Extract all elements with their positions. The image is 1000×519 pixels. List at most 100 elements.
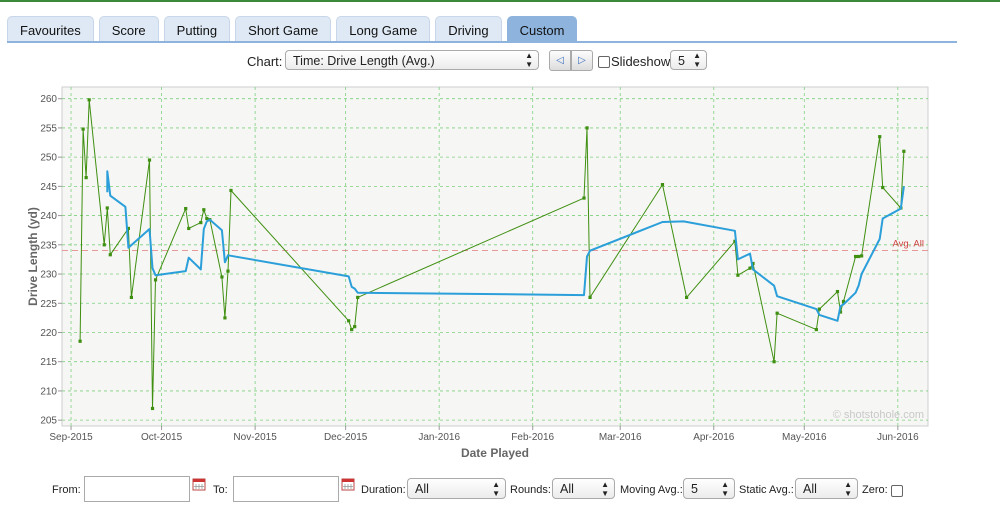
- select-arrows-icon: ▲ ▼: [693, 51, 701, 69]
- from-label: From:: [52, 484, 81, 496]
- moving-avg-select[interactable]: 5 ▲ ▼: [683, 478, 735, 499]
- to-date-input[interactable]: [233, 476, 339, 502]
- round-point: [814, 327, 818, 332]
- x-tick-label: Feb-2016: [511, 432, 554, 443]
- static-avg-select[interactable]: All ▲ ▼: [795, 478, 858, 499]
- round-point: [202, 208, 206, 212]
- round-point: [835, 289, 840, 294]
- moving-avg-value: 5: [691, 482, 698, 496]
- round-point: [129, 295, 134, 300]
- slideshow-label: Slideshow: [611, 54, 671, 69]
- round-point: [856, 254, 861, 259]
- round-point: [685, 295, 689, 300]
- round-point: [199, 221, 203, 225]
- x-tick-label: Oct-2015: [141, 432, 183, 443]
- round-point: [853, 254, 858, 259]
- moving-average-line: [106, 170, 905, 322]
- round-point: [78, 339, 82, 343]
- rounds-label: Rounds:: [510, 484, 551, 496]
- x-tick-label: Sep-2015: [49, 432, 93, 443]
- round-point: [223, 316, 227, 320]
- triangle-right-icon: ▷: [578, 55, 586, 66]
- y-tick-label: 210: [40, 386, 57, 397]
- round-point: [126, 226, 130, 231]
- average-line-label: Avg. All: [892, 239, 924, 250]
- next-chart-button[interactable]: ▷: [571, 50, 593, 71]
- round-point: [733, 239, 737, 243]
- round-point: [184, 206, 188, 211]
- x-tick-label: Nov-2015: [233, 432, 277, 443]
- round-point: [838, 310, 843, 314]
- y-axis-title: Drive Length (yd): [26, 207, 40, 306]
- round-point: [205, 216, 209, 221]
- tab-short-game[interactable]: Short Game: [235, 16, 332, 42]
- previous-chart-button[interactable]: ◁: [549, 50, 571, 71]
- x-tick-label: Jun-2016: [877, 432, 919, 443]
- round-point: [751, 261, 755, 266]
- tab-favourites[interactable]: Favourites: [7, 16, 94, 42]
- slideshow-interval-value: 5: [678, 54, 685, 68]
- round-point: [187, 226, 191, 231]
- drive-length-chart: 205 210 215 220 225 230 235 240 245 250 255 260 Sep-…: [26, 86, 929, 460]
- round-point: [775, 311, 779, 315]
- calendar-icon[interactable]: [192, 477, 206, 491]
- round-point: [817, 307, 821, 311]
- tab-underline: [7, 41, 957, 43]
- round-point: [226, 269, 230, 273]
- calendar-icon[interactable]: [341, 477, 355, 491]
- round-point: [105, 206, 109, 210]
- tab-custom[interactable]: Custom: [506, 16, 578, 42]
- y-tick-label: 215: [40, 357, 57, 368]
- tab-driving[interactable]: Driving: [435, 16, 502, 42]
- round-point: [353, 325, 357, 329]
- duration-select[interactable]: All ▲ ▼: [407, 478, 506, 499]
- y-tick-label: 250: [40, 153, 57, 164]
- rounds-value: All: [560, 482, 574, 496]
- round-point: [350, 327, 354, 332]
- tab-score[interactable]: Score: [98, 16, 159, 42]
- rounds-select[interactable]: All ▲ ▼: [552, 478, 615, 499]
- top-rule: [0, 0, 1000, 2]
- from-date-input[interactable]: [84, 476, 190, 502]
- x-tick-label: Mar-2016: [599, 432, 642, 443]
- slideshow-interval-select[interactable]: 5 ▲ ▼: [670, 50, 707, 70]
- plot-area: [61, 86, 929, 427]
- chart-select[interactable]: Time: Drive Length (Avg.) ▲ ▼: [285, 50, 539, 70]
- round-point: [356, 295, 360, 300]
- y-tick-label: 255: [40, 123, 57, 134]
- tab-putting[interactable]: Putting: [163, 16, 231, 42]
- round-point: [153, 278, 158, 282]
- slideshow-checkbox[interactable]: [598, 56, 610, 68]
- round-point: [229, 188, 233, 193]
- round-point: [660, 183, 665, 187]
- duration-label: Duration:: [361, 484, 406, 496]
- select-arrows-icon: ▲ ▼: [721, 480, 729, 498]
- x-axis-title: Date Played: [461, 446, 529, 460]
- zero-label: Zero:: [862, 484, 888, 496]
- tab-long-game[interactable]: Long Game: [336, 16, 431, 42]
- to-label: To:: [213, 484, 228, 496]
- round-point: [860, 254, 864, 258]
- tab-strip: Favourites Score Putting Short Game Long Gam…: [7, 16, 582, 42]
- triangle-left-icon: ◁: [556, 55, 564, 66]
- select-arrows-icon: ▲ ▼: [844, 480, 852, 498]
- static-avg-label: Static Avg.:: [739, 484, 794, 496]
- round-point: [347, 319, 351, 323]
- round-point: [147, 158, 152, 162]
- round-point: [582, 196, 586, 200]
- y-tick-label: 240: [40, 211, 57, 222]
- static-avg-value: All: [803, 482, 817, 496]
- round-point: [220, 275, 224, 279]
- x-tick-label: Jan-2016: [418, 432, 460, 443]
- y-tick-label: 225: [40, 299, 57, 310]
- filter-bar: From: To: Duration: All ▲ ▼ Rounds: All ▲…: [0, 474, 1000, 504]
- round-point: [772, 360, 776, 364]
- round-point: [87, 98, 91, 102]
- moving-avg-label: Moving Avg.:: [620, 484, 683, 496]
- y-tick-label: 230: [40, 270, 57, 281]
- round-point: [102, 243, 106, 247]
- zero-checkbox[interactable]: [891, 485, 903, 497]
- round-point: [881, 185, 885, 190]
- y-tick-label: 260: [40, 94, 57, 105]
- chart-select-value: Time: Drive Length (Avg.): [293, 54, 435, 68]
